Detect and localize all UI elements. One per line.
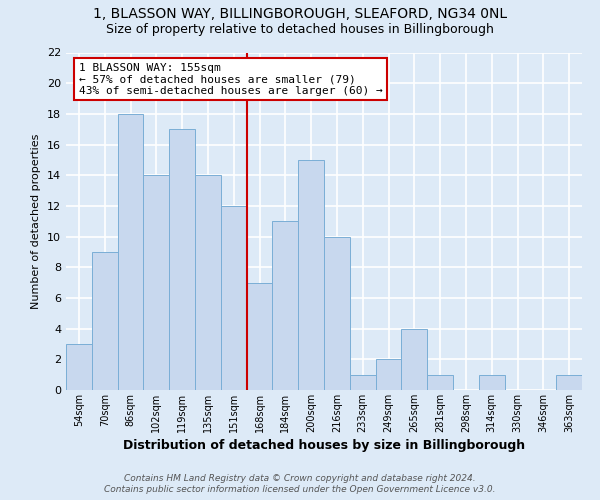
- Bar: [221, 206, 247, 390]
- Bar: [66, 344, 92, 390]
- Bar: [195, 175, 221, 390]
- Bar: [272, 221, 298, 390]
- Bar: [247, 282, 272, 390]
- Bar: [556, 374, 582, 390]
- Bar: [350, 374, 376, 390]
- Bar: [169, 129, 195, 390]
- Text: 1 BLASSON WAY: 155sqm
← 57% of detached houses are smaller (79)
43% of semi-deta: 1 BLASSON WAY: 155sqm ← 57% of detached …: [79, 62, 383, 96]
- Bar: [92, 252, 118, 390]
- Text: Contains HM Land Registry data © Crown copyright and database right 2024.
Contai: Contains HM Land Registry data © Crown c…: [104, 474, 496, 494]
- Bar: [401, 328, 427, 390]
- Bar: [427, 374, 453, 390]
- Text: 1, BLASSON WAY, BILLINGBOROUGH, SLEAFORD, NG34 0NL: 1, BLASSON WAY, BILLINGBOROUGH, SLEAFORD…: [93, 8, 507, 22]
- Text: Size of property relative to detached houses in Billingborough: Size of property relative to detached ho…: [106, 22, 494, 36]
- Y-axis label: Number of detached properties: Number of detached properties: [31, 134, 41, 309]
- Bar: [376, 360, 401, 390]
- Bar: [118, 114, 143, 390]
- Bar: [479, 374, 505, 390]
- Bar: [298, 160, 324, 390]
- Bar: [143, 175, 169, 390]
- Bar: [324, 236, 350, 390]
- X-axis label: Distribution of detached houses by size in Billingborough: Distribution of detached houses by size …: [123, 439, 525, 452]
